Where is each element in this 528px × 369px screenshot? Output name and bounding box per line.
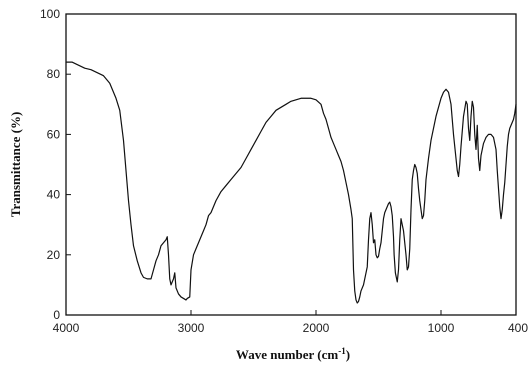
x-axis-title: Wave number (cm-1) — [236, 346, 350, 362]
x-tick-label: 1000 — [428, 321, 455, 335]
y-axis-title: Transmittance (%) — [8, 112, 23, 218]
x-axis-title-unit-sup: -1 — [338, 346, 346, 356]
x-tick-label: 400 — [508, 321, 528, 335]
x-axis-title-main: Wave number (cm — [236, 347, 338, 362]
x-axis-title-close: ) — [346, 347, 350, 362]
plot-frame — [65, 13, 517, 316]
x-tick-label: 4000 — [53, 321, 80, 335]
y-tick-label: 0 — [53, 308, 60, 322]
y-tick-label: 100 — [40, 7, 60, 21]
x-tick-label: 3000 — [178, 321, 205, 335]
y-tick-label: 60 — [47, 127, 61, 141]
y-tick-label: 40 — [47, 188, 61, 202]
spectrum-line — [65, 61, 517, 304]
y-tick-label: 80 — [47, 67, 61, 81]
x-tick-label: 2000 — [303, 321, 330, 335]
spectrum-series — [65, 61, 517, 304]
x-axis: 4000 3000 2000 1000 400 — [53, 310, 528, 335]
y-tick-label: 20 — [47, 248, 61, 262]
